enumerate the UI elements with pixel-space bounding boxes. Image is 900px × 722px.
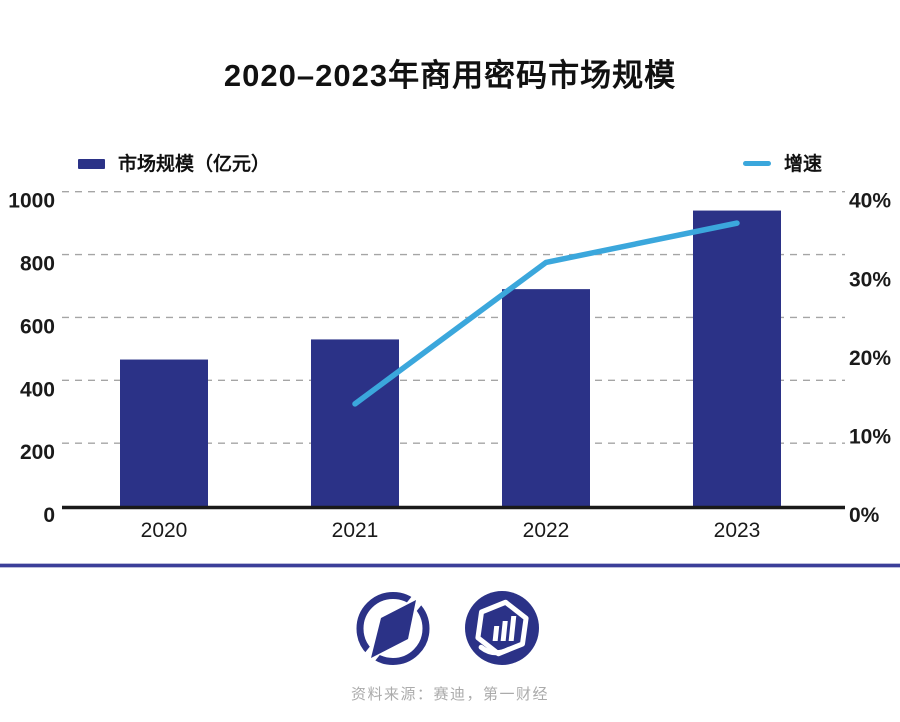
right-axis-tick-0%: 0% (849, 504, 880, 527)
left-axis-tick-400: 400 (20, 378, 55, 401)
bar-2020 (120, 359, 208, 506)
right-axis-tick-20%: 20% (849, 347, 891, 370)
logo-bars-group (492, 616, 517, 641)
logo-parallelogram (371, 600, 416, 658)
logo-bar-small (492, 626, 500, 641)
footer-divider (0, 564, 900, 567)
left-axis-tick-0: 0 (43, 504, 55, 527)
bar-legend-label: 市场规模（亿元） (118, 154, 271, 175)
logo-swoosh (478, 644, 512, 656)
bar-2022 (502, 289, 590, 506)
left-axis-tick-1000: 1000 (8, 190, 55, 213)
bar-2023 (693, 210, 781, 507)
x-axis-label-2022: 2022 (523, 519, 570, 542)
right-axis-tick-30%: 30% (849, 268, 891, 291)
left-axis-tick-800: 800 (20, 253, 55, 276)
line-legend-label: 增速 (784, 154, 823, 175)
x-axis-label-2023: 2023 (714, 519, 761, 542)
yicai-circle-logo (356, 590, 430, 666)
right-axis-tick-40%: 40% (849, 190, 891, 213)
bar-2021 (311, 339, 399, 506)
logo-bar-medium (500, 621, 508, 641)
line-legend-swatch (743, 161, 771, 166)
logo-ring (356, 592, 430, 665)
left-axis-tick-600: 600 (20, 315, 55, 338)
right-axis-tick-10%: 10% (849, 425, 891, 448)
legend-market-size: 市场规模（亿元） (78, 149, 270, 176)
bar-legend-swatch (78, 158, 105, 169)
x-axis-label-2021: 2021 (332, 519, 379, 542)
x-axis-label-2020: 2020 (141, 519, 188, 542)
chart-title: 2020–2023年商用密码市场规模 (223, 58, 677, 93)
data-source-caption: 资料来源：赛迪，第一财经 (350, 686, 549, 703)
yicai-hexagon-logo (465, 591, 539, 665)
left-axis-tick-200: 200 (20, 441, 55, 464)
legend-growth-rate: 增速 (743, 149, 822, 176)
logo-hexagon-group (475, 599, 529, 657)
growth-line (352, 220, 740, 407)
logo-bar-large (508, 616, 517, 641)
